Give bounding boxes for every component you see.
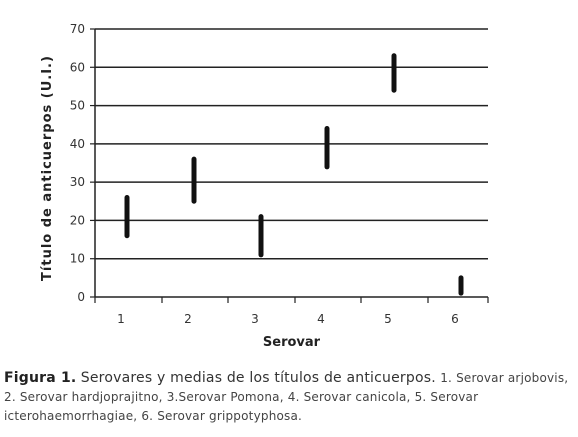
figure-description: 1. Serovar arjobovis, 2. Serovar hardjop… — [4, 371, 569, 423]
range-bars — [124, 53, 464, 296]
figure-label: Figura 1. — [4, 370, 77, 386]
y-tick-label-30: 30 — [70, 175, 85, 189]
grid-lines — [95, 28, 488, 260]
x-tick-label-5: 5 — [384, 312, 392, 326]
x-tick-label-1: 1 — [117, 312, 125, 326]
x-tick-label-4: 4 — [317, 312, 325, 326]
y-tick-label-0: 0 — [77, 290, 85, 304]
y-axis-title: Título de anticuerpos (U.I.) — [40, 55, 55, 281]
x-axis-title: Serovar — [263, 335, 321, 350]
figure-caption: Figura 1. Serovares y medias de los títu… — [4, 369, 576, 426]
figure-title: Serovares y medias de los títulos de ant… — [80, 370, 436, 386]
x-tick-label-6: 6 — [451, 312, 459, 326]
y-tick-label-70: 70 — [70, 22, 85, 36]
range-chart: 0 10 20 30 40 50 60 70 1 2 3 4 5 6 Serovar Título de … — [40, 22, 489, 350]
y-tick-label-40: 40 — [70, 137, 85, 151]
x-tick-label-2: 2 — [184, 312, 192, 326]
y-tick-label-60: 60 — [70, 60, 85, 74]
axes — [90, 28, 489, 303]
y-tick-label-20: 20 — [70, 213, 85, 227]
y-tick-label-10: 10 — [70, 252, 85, 266]
y-tick-label-50: 50 — [70, 99, 85, 113]
tick-labels: 0 10 20 30 40 50 60 70 1 2 3 4 5 6 — [70, 22, 459, 326]
x-tick-label-3: 3 — [251, 312, 259, 326]
chart-area: 0 10 20 30 40 50 60 70 1 2 3 4 5 6 Serovar Título de … — [40, 22, 489, 350]
